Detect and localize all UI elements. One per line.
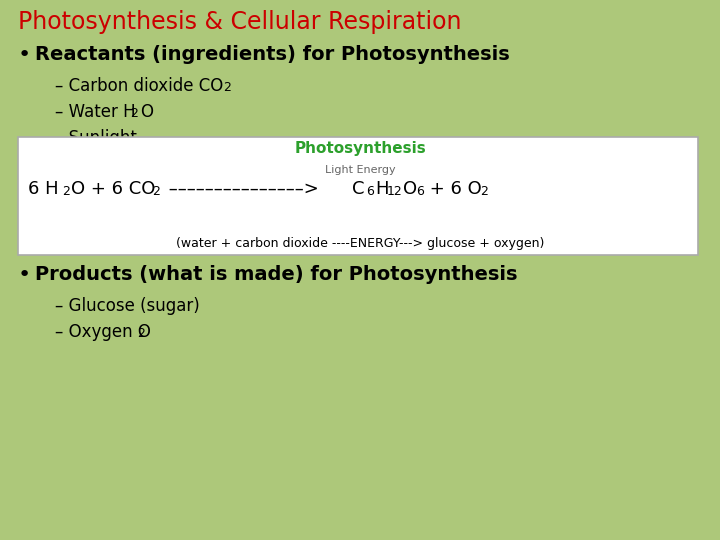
Text: – Sunlight: – Sunlight xyxy=(55,129,137,147)
Text: 2: 2 xyxy=(152,185,160,198)
Text: Light Energy: Light Energy xyxy=(325,165,395,175)
Text: O: O xyxy=(140,103,153,121)
Text: Reactants (ingredients) for Photosynthesis: Reactants (ingredients) for Photosynthes… xyxy=(35,45,510,64)
Text: 2: 2 xyxy=(223,81,231,94)
FancyBboxPatch shape xyxy=(18,137,698,255)
Text: 2: 2 xyxy=(480,185,488,198)
Text: •: • xyxy=(18,265,31,285)
Text: 6: 6 xyxy=(416,185,424,198)
Text: 2: 2 xyxy=(137,327,145,340)
Text: (water + carbon dioxide ----ENERGY---> glucose + oxygen): (water + carbon dioxide ----ENERGY---> g… xyxy=(176,237,544,250)
Text: – Carbon dioxide CO: – Carbon dioxide CO xyxy=(55,77,223,95)
Text: O: O xyxy=(403,180,417,198)
Text: 12: 12 xyxy=(387,185,402,198)
Text: 2: 2 xyxy=(62,185,70,198)
Text: 6: 6 xyxy=(366,185,374,198)
Text: – Water H: – Water H xyxy=(55,103,135,121)
Text: 6 H: 6 H xyxy=(28,180,58,198)
Text: Products (what is made) for Photosynthesis: Products (what is made) for Photosynthes… xyxy=(35,265,518,284)
Text: – Glucose (sugar): – Glucose (sugar) xyxy=(55,297,199,315)
Text: Photosynthesis & Cellular Respiration: Photosynthesis & Cellular Respiration xyxy=(18,10,462,34)
Text: O + 6 CO: O + 6 CO xyxy=(71,180,156,198)
Text: + 6 O: + 6 O xyxy=(424,180,482,198)
Text: –––––––––––––––>: –––––––––––––––> xyxy=(163,180,319,198)
Text: •: • xyxy=(18,45,31,65)
Text: – Oxygen O: – Oxygen O xyxy=(55,323,151,341)
Text: C: C xyxy=(352,180,364,198)
Text: 2: 2 xyxy=(130,107,138,120)
Text: H: H xyxy=(375,180,389,198)
Text: Photosynthesis: Photosynthesis xyxy=(294,141,426,156)
